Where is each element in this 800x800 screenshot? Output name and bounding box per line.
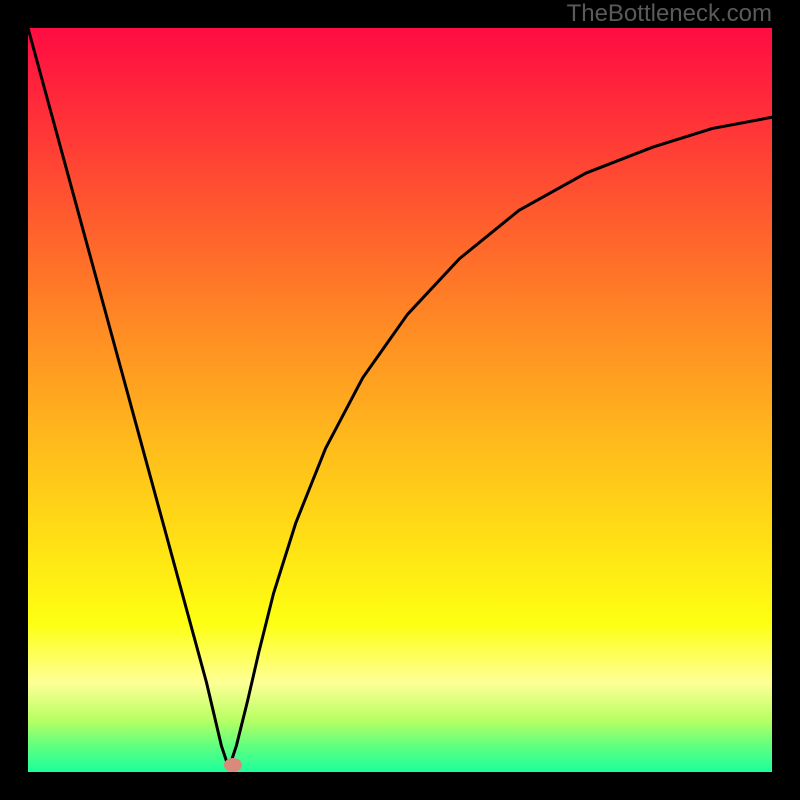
bottleneck-curve [28, 28, 772, 772]
chart-frame: TheBottleneck.com [0, 0, 800, 800]
watermark-text: TheBottleneck.com [567, 0, 772, 28]
plot-area [28, 28, 772, 772]
curve-path [28, 28, 772, 768]
vertex-marker [224, 758, 242, 772]
